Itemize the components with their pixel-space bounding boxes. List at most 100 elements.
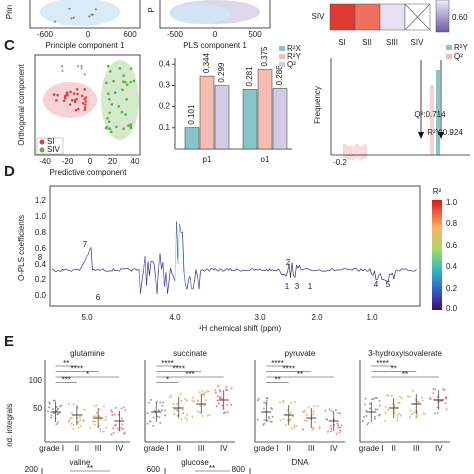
dot (120, 417, 123, 420)
dot (75, 87, 79, 91)
dot (55, 405, 58, 408)
dot (198, 391, 201, 394)
spectrum (108, 270, 111, 272)
panel-label: D (4, 163, 15, 180)
dot (396, 413, 399, 416)
dot (204, 399, 207, 402)
dot (377, 414, 380, 417)
spectrum (231, 269, 234, 272)
legend-swatch (446, 54, 452, 59)
dot (68, 7, 71, 10)
dot (123, 80, 127, 84)
spectrum (372, 270, 375, 276)
dot (398, 401, 401, 404)
legend-label: SIV (47, 145, 61, 154)
dot (328, 408, 331, 411)
dot (80, 94, 84, 98)
dot (48, 406, 51, 409)
dot (176, 403, 179, 406)
dot (219, 390, 222, 393)
spectrum (162, 262, 165, 287)
dot (192, 396, 195, 399)
spectrum (383, 278, 386, 281)
sig-label: * (86, 370, 89, 379)
spectrum (77, 268, 80, 271)
dot (65, 93, 68, 97)
spectrum (80, 266, 83, 270)
spectrum (408, 270, 411, 272)
col-label: SIII (386, 38, 398, 47)
dot (375, 397, 378, 400)
spectrum (252, 268, 255, 271)
dot (163, 409, 166, 412)
dot (214, 389, 217, 392)
spectrum (128, 268, 131, 271)
dot (129, 123, 133, 126)
dot (410, 412, 413, 415)
peak-label: 1 (308, 282, 313, 291)
dot (421, 399, 424, 402)
spectrum (308, 268, 311, 271)
dot (79, 424, 82, 427)
dot (305, 414, 308, 417)
legend-swatch (279, 46, 285, 51)
spectrum (209, 268, 212, 272)
sig-label: ** (274, 376, 280, 385)
dot (162, 401, 165, 404)
spectrum (243, 269, 246, 272)
dot (150, 398, 153, 401)
dot (294, 401, 297, 404)
legend-dot (39, 147, 45, 153)
dot (337, 426, 340, 429)
col-label: SIV (411, 38, 425, 47)
spectrum (155, 276, 158, 294)
dot (180, 399, 183, 402)
dot (191, 400, 194, 403)
spectrum (237, 269, 240, 271)
dot (72, 403, 75, 406)
tick-label: 2.0 (311, 313, 323, 322)
spectrum (135, 268, 138, 271)
dot (220, 397, 223, 400)
spectrum (62, 268, 65, 271)
dot (444, 402, 447, 405)
dot (324, 409, 327, 412)
spectrum (395, 269, 398, 272)
spectrum (170, 268, 173, 274)
spectrum (144, 256, 147, 286)
dot (70, 422, 73, 425)
dot (126, 83, 129, 87)
spectrum (152, 260, 155, 264)
grade-label: grade I (39, 444, 64, 453)
dot (286, 409, 289, 412)
dot (115, 125, 118, 129)
dot (284, 423, 287, 426)
dot (390, 394, 393, 397)
dot (70, 412, 73, 415)
colorbar (435, 0, 450, 33)
dot (110, 103, 114, 106)
spectrum (197, 276, 200, 290)
value-label: 0.286 (275, 65, 284, 86)
dot (279, 419, 282, 422)
dot (152, 424, 155, 427)
spectrum (396, 269, 399, 272)
spectrum (93, 268, 96, 271)
spectrum (321, 270, 324, 272)
tick-label: 3.0 (254, 313, 266, 322)
dot (61, 69, 64, 72)
dot (206, 390, 209, 393)
dot (290, 427, 293, 430)
dot (378, 399, 381, 402)
dot (91, 13, 94, 16)
value-label: 0.344 (202, 53, 211, 74)
spectrum (290, 262, 293, 278)
dot (76, 65, 79, 68)
dot (93, 423, 96, 426)
spectrum (81, 262, 84, 267)
legend-dot (39, 139, 45, 145)
dot (69, 90, 72, 94)
dot (117, 105, 121, 108)
dot (406, 395, 409, 398)
